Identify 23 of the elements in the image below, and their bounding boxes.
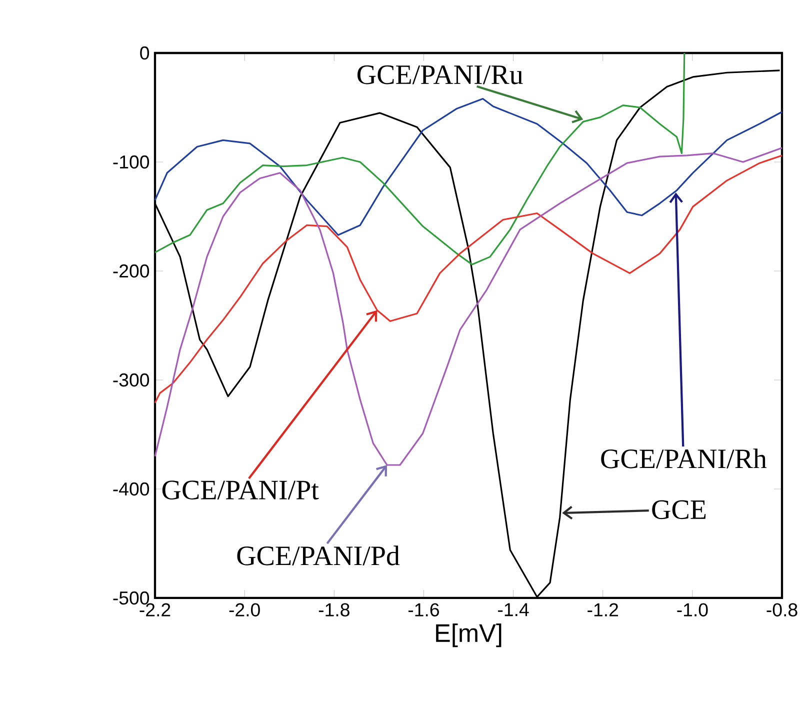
x-tick-label: -1.4 <box>498 603 529 616</box>
x-tick-label: -0.8 <box>766 603 798 616</box>
x-tick-label: -1.2 <box>588 603 618 616</box>
y-tick-label: -300 <box>113 373 150 387</box>
annotation: GCE/PANI/Pd <box>237 546 400 566</box>
line-series <box>154 154 783 404</box>
y-tick-label: -100 <box>113 155 150 169</box>
line-series <box>154 98 783 236</box>
y-tick-label: -400 <box>113 482 150 496</box>
annotation: GCE/PANI/Ru <box>357 65 523 84</box>
x-tick-label: -2.0 <box>229 603 260 616</box>
x-tick-label: -1.6 <box>408 603 439 616</box>
annotation: GCE/PANI/Pt <box>162 480 319 500</box>
x-tick-label: -1.0 <box>677 603 708 616</box>
x-axis-title: E[mV] <box>436 623 502 648</box>
line-series <box>154 52 686 266</box>
annotation: GCE <box>652 500 706 520</box>
y-tick-label: -500 <box>113 591 150 605</box>
annotation: GCE/PANI/Rh <box>601 448 767 468</box>
x-tick-label: -1.8 <box>318 603 350 616</box>
y-tick-label: 0 <box>140 46 150 60</box>
y-tick-label: -200 <box>113 264 150 278</box>
x-tick-label: -2.2 <box>140 603 170 616</box>
